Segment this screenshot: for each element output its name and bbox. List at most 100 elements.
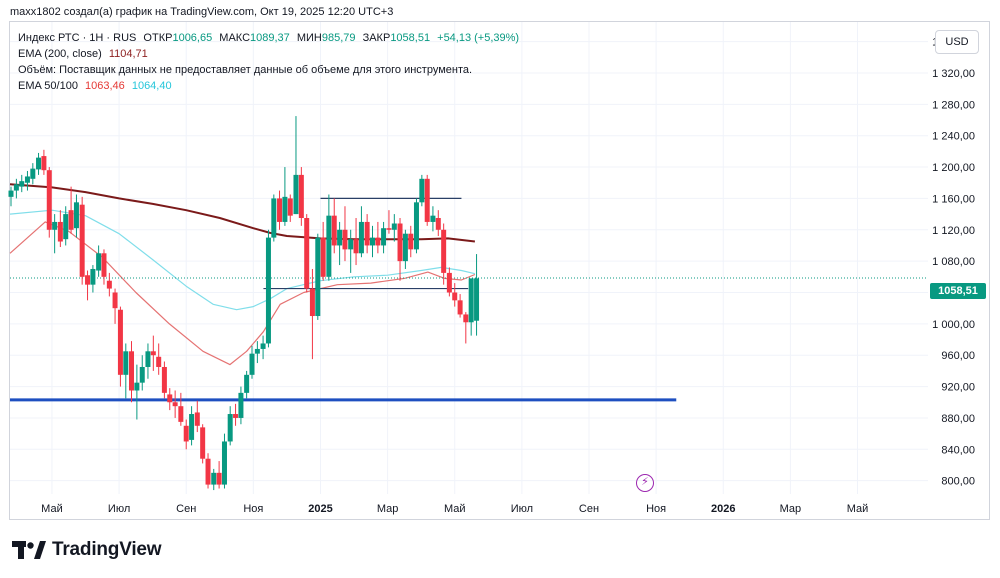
legend-high-label: МАКС xyxy=(219,32,251,44)
candle xyxy=(244,370,250,399)
legend-open-label: ОТКР xyxy=(143,32,173,44)
candle-body xyxy=(189,414,195,440)
candle xyxy=(161,361,167,399)
chart-frame xyxy=(9,21,990,520)
candle xyxy=(271,194,277,242)
candle-body xyxy=(46,170,52,230)
candle-body xyxy=(424,178,430,222)
candle xyxy=(106,272,112,297)
y-tick-label: 1 200,00 xyxy=(932,162,975,174)
candle-body xyxy=(315,237,321,317)
candle xyxy=(304,214,310,293)
candle xyxy=(30,163,36,185)
candle xyxy=(145,343,151,379)
candle-body xyxy=(117,309,123,375)
candle-body xyxy=(85,275,91,285)
candle-body xyxy=(63,214,69,240)
candle-body xyxy=(68,210,74,230)
legend-high: 1089,37 xyxy=(250,32,290,44)
candle-body xyxy=(90,268,96,285)
candle-body xyxy=(79,204,85,277)
candle-body xyxy=(96,253,102,271)
legend-ema200[interactable]: EMA (200, close) 1104,71 xyxy=(18,47,152,62)
candle-body xyxy=(287,198,293,216)
x-tick-label: Июл xyxy=(108,503,130,515)
candle xyxy=(457,294,463,318)
candle xyxy=(468,278,474,336)
candle xyxy=(90,265,96,293)
candle xyxy=(101,249,107,285)
x-tick-label: Июл xyxy=(511,503,533,515)
candle xyxy=(370,225,376,258)
candle xyxy=(150,335,156,371)
candle xyxy=(52,214,58,254)
candle xyxy=(441,223,447,285)
candle-body xyxy=(265,237,271,344)
candle-body xyxy=(348,239,354,250)
candle xyxy=(123,343,129,399)
legend-ohlc: Индекс РТС · 1Н · RUS ОТКР1006,65 МАКС10… xyxy=(18,31,523,46)
candle-body xyxy=(358,221,364,254)
candle xyxy=(194,400,200,433)
candle-body xyxy=(172,402,178,407)
candle xyxy=(419,174,425,207)
x-tick-label: Май xyxy=(444,503,466,515)
candle-body xyxy=(331,215,337,246)
candle-body xyxy=(101,253,107,277)
candle-body xyxy=(238,392,244,418)
y-axis: 800,00 840,00 880,00 920,00 960,00 1 000,00 1 … xyxy=(932,37,975,488)
candle xyxy=(233,403,239,426)
legend-symbol[interactable]: Индекс РТС · 1Н · RUS xyxy=(18,32,137,44)
x-tick-label: Сен xyxy=(176,503,196,515)
y-tick-label: 1 120,00 xyxy=(932,225,975,237)
candle-body xyxy=(364,221,370,246)
candle xyxy=(156,343,162,375)
candle xyxy=(265,229,271,348)
candle xyxy=(364,214,370,254)
candle-body xyxy=(413,202,419,250)
candle xyxy=(463,312,469,344)
candle xyxy=(96,245,102,277)
candle xyxy=(200,424,206,464)
candle xyxy=(277,190,283,230)
legend-low-label: МИН xyxy=(296,32,322,44)
x-tick-label: Сен xyxy=(579,503,599,515)
candle-body xyxy=(205,458,211,485)
candle xyxy=(79,196,85,285)
chart-attribution: maxx1802 создал(а) график на TradingView… xyxy=(10,6,394,18)
candle-body xyxy=(419,178,425,203)
candle-body xyxy=(167,394,173,403)
candle xyxy=(337,221,343,266)
legend-ema-pair[interactable]: EMA 50/100 1063,46 1064,40 xyxy=(18,79,176,94)
y-tick-label: 800,00 xyxy=(941,476,975,488)
candle-body xyxy=(106,280,112,289)
candle xyxy=(424,174,430,226)
legend-close-label: ЗАКР xyxy=(362,32,391,44)
candle xyxy=(73,194,79,238)
candle xyxy=(293,116,299,215)
candle xyxy=(254,341,260,364)
candle-body xyxy=(282,196,288,222)
candle xyxy=(435,210,441,237)
candle xyxy=(298,167,304,226)
candle-body xyxy=(298,174,304,219)
candle xyxy=(381,221,387,254)
tradingview-logo-icon xyxy=(12,541,46,559)
candle-body xyxy=(227,414,233,442)
candle xyxy=(24,170,30,191)
candle xyxy=(260,335,266,360)
currency-button[interactable]: USD xyxy=(935,30,979,54)
candle-body xyxy=(391,223,397,230)
flash-icon[interactable]: ⚡ xyxy=(636,474,654,492)
candle-body xyxy=(337,229,343,246)
legend-open: 1006,65 xyxy=(172,32,213,44)
candle-body xyxy=(402,233,408,262)
x-tick-label: Мар xyxy=(780,503,802,515)
candle xyxy=(326,194,332,281)
candle xyxy=(205,453,211,489)
x-tick-label: Май xyxy=(41,503,63,515)
candle-body xyxy=(408,233,414,250)
candle-body xyxy=(216,472,222,485)
candle xyxy=(13,178,19,199)
